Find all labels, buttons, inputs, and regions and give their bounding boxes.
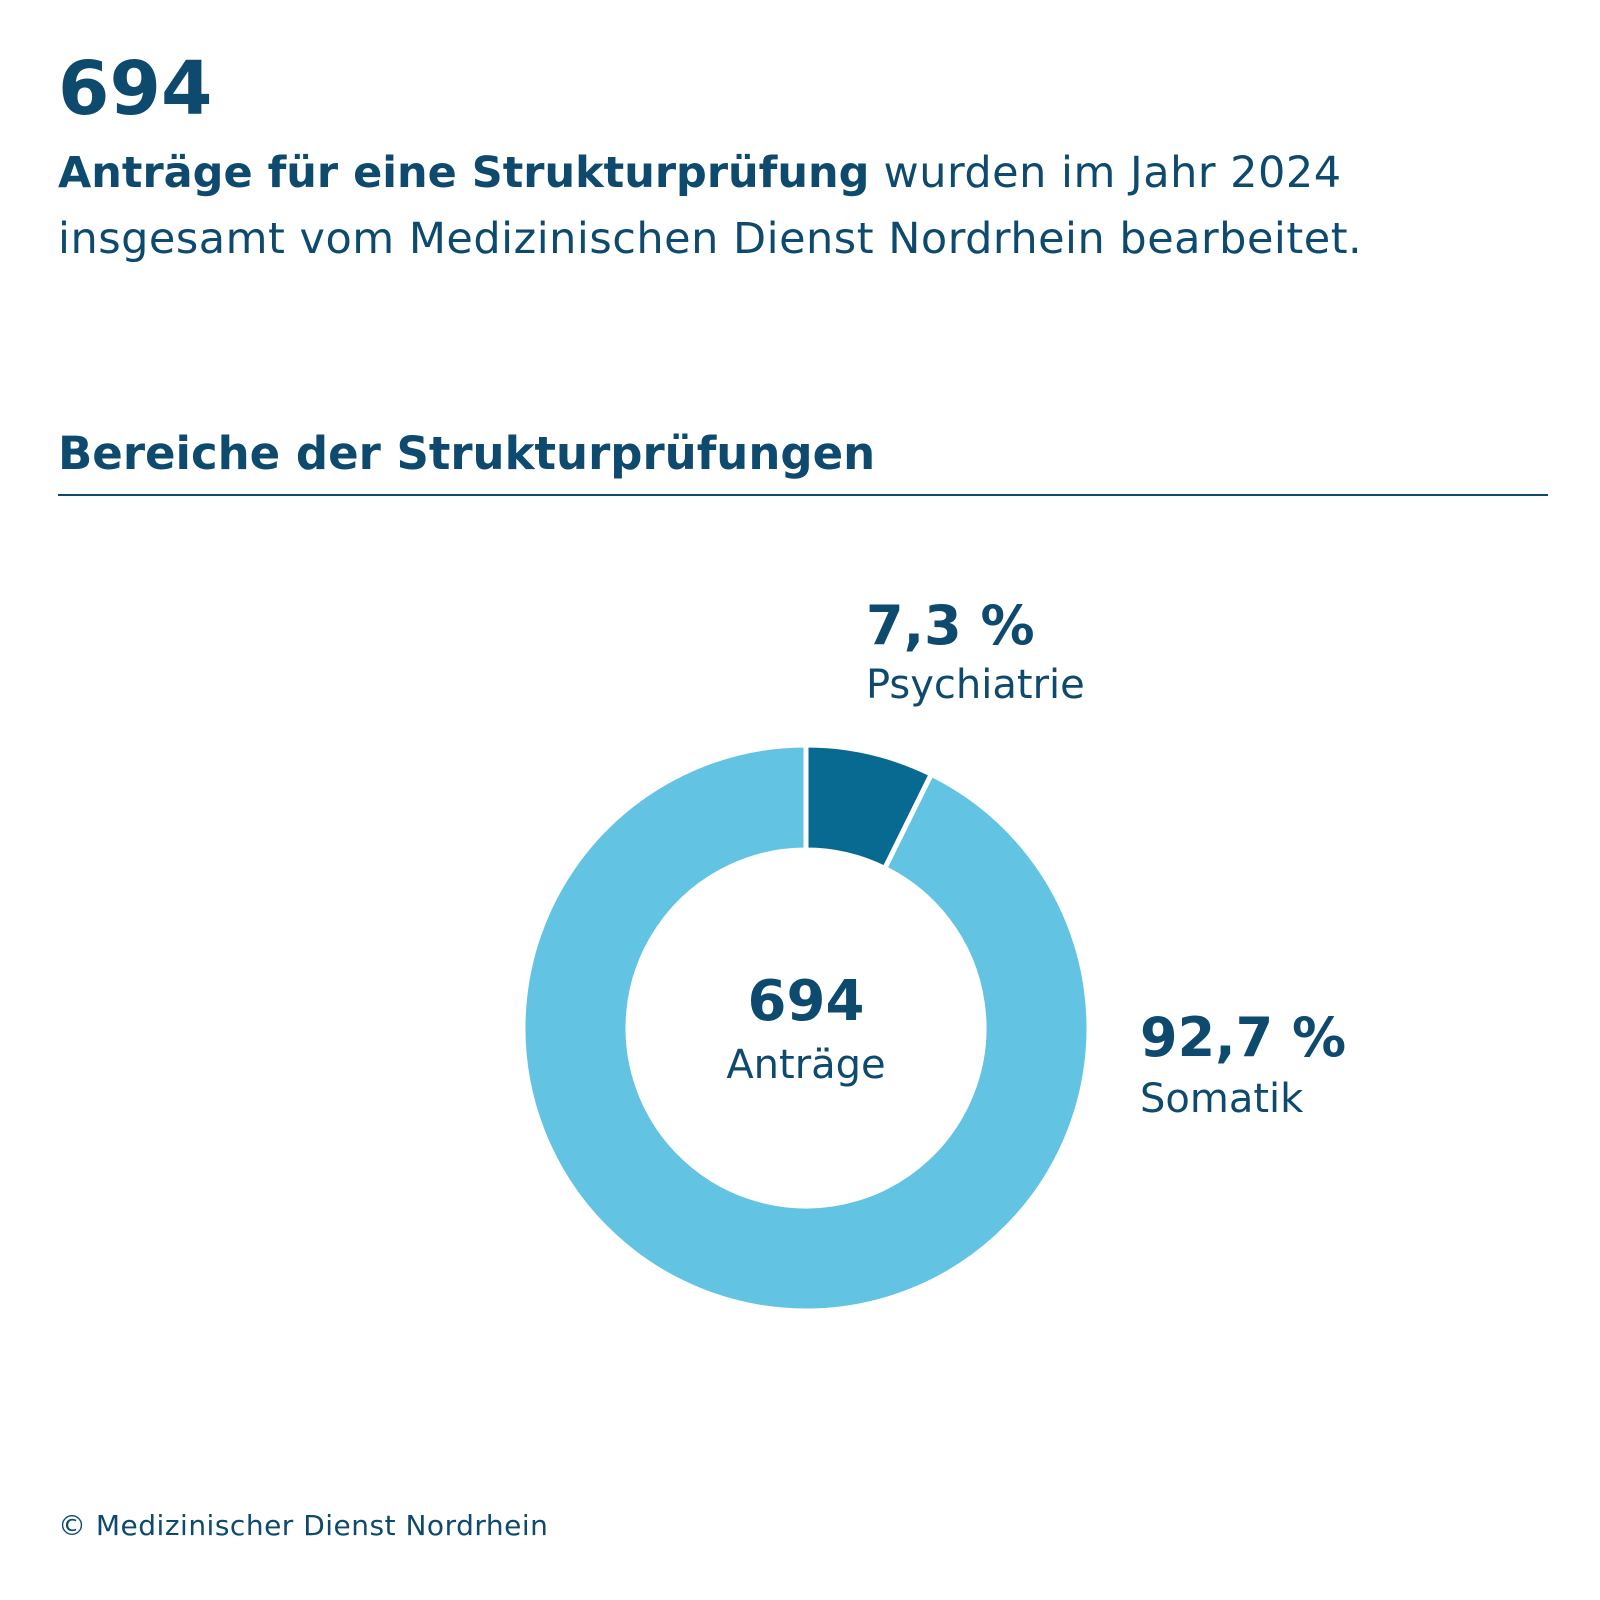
intro-rest: wurden im Jahr 2024 insgesamt vom Medizi…	[58, 148, 1363, 264]
psychiatrie-name-label: Psychiatrie	[866, 662, 1085, 708]
donut-slices	[520, 742, 1092, 1314]
center-label: Anträge	[726, 1042, 885, 1088]
somatik-value-label: 92,7 %	[1140, 1006, 1346, 1069]
section-title: Bereiche der Strukturprüfungen	[58, 427, 876, 480]
donut-slice-somatik	[520, 742, 1092, 1314]
copyright-footer: © Medizinischer Dienst Nordrhein	[58, 1509, 549, 1542]
section-divider	[58, 494, 1548, 496]
center-value: 694	[748, 969, 865, 1034]
intro-text: Anträge für eine Strukturprüfung wurden …	[58, 140, 1498, 272]
somatik-name-label: Somatik	[1140, 1076, 1304, 1122]
psychiatrie-value-label: 7,3 %	[866, 594, 1035, 657]
intro-bold: Anträge für eine Strukturprüfung	[58, 148, 870, 198]
headline-number: 694	[58, 46, 213, 132]
